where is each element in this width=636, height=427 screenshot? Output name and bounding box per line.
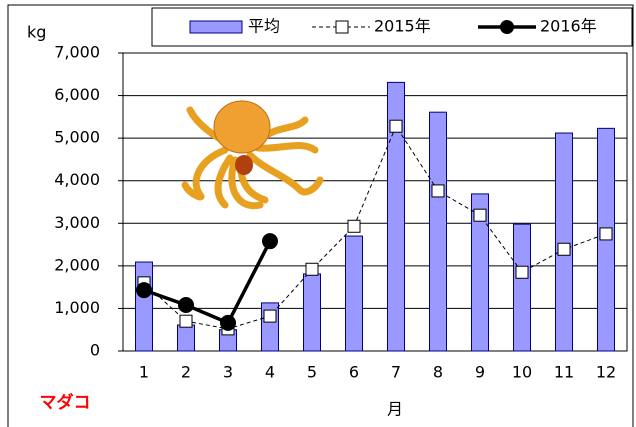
octopus [185,101,320,206]
marker [264,310,276,322]
x-tick-label: 2 [181,363,191,382]
x-tick-label: 12 [596,363,616,382]
x-tick-label: 10 [512,363,532,382]
marker [600,228,612,240]
line [144,241,270,323]
annotation: マダコ [40,392,91,413]
x-tick-label: 4 [265,363,275,382]
x-axis-label: 月 [387,400,403,419]
bar [304,274,321,351]
marker [178,297,194,313]
legend-label: 2016年 [540,17,597,36]
y-tick-label: 3,000 [54,213,100,232]
marker [348,220,360,232]
y-axis-label: kg [27,23,46,42]
marker [432,185,444,197]
legend-swatch [190,21,242,33]
x-tick-label: 8 [433,363,443,382]
x-tick-label: 11 [554,363,574,382]
y-tick-label: 7,000 [54,43,100,62]
y-tick-label: 6,000 [54,85,100,104]
marker [262,233,278,249]
bar [556,133,573,351]
legend-marker [336,21,348,33]
marker [474,209,486,221]
x-tick-label: 6 [349,363,359,382]
marker [558,243,570,255]
marker [180,315,192,327]
y-tick-label: 4,000 [54,170,100,189]
chart: kg 月 マダコ 0 1,000 2,000 3,000 4,000 5,000 6,000… [0,0,636,427]
y-tick-label: 0 [90,341,100,360]
marker [136,282,152,298]
marker [220,315,236,331]
y-tick-label: 1,000 [54,298,100,317]
bar [178,325,195,351]
bar [346,236,363,351]
legend-label: 平均 [248,17,280,36]
bar [514,224,531,351]
legend-marker [500,20,514,34]
frame [8,5,633,427]
x-tick-label: 7 [391,363,401,382]
x-tick-label: 1 [139,363,149,382]
x-tick-label: 9 [475,363,485,382]
y-tick-label: 2,000 [54,255,100,274]
marker [390,120,402,132]
bar [430,112,447,351]
marker [306,263,318,275]
y-tick-label: 5,000 [54,128,100,147]
bar [136,262,153,351]
marker [516,266,528,278]
x-tick-label: 3 [223,363,233,382]
plot-border [123,53,627,351]
legend-label: 2015年 [374,17,431,36]
x-tick-label: 5 [307,363,317,382]
